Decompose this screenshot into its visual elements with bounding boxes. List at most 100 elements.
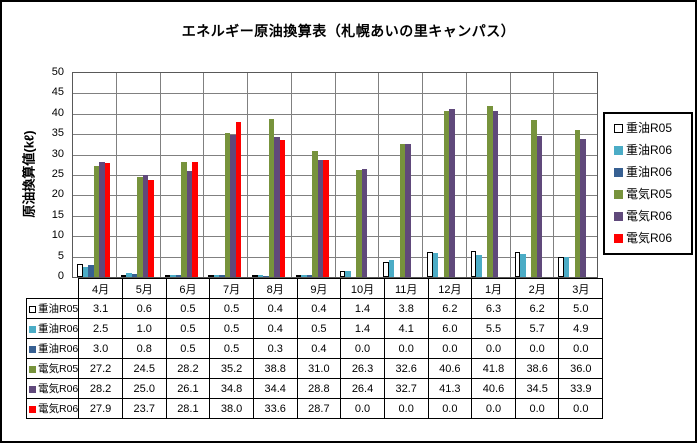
table-cell: 35.2 — [209, 358, 254, 379]
bar — [536, 136, 542, 277]
table-cell: 0.4 — [296, 298, 342, 319]
table-cell: 40.6 — [427, 358, 473, 379]
y-tick-label: 40 — [51, 106, 64, 119]
table-corner-cell — [27, 279, 79, 299]
legend-color-swatch — [614, 189, 623, 199]
bar — [181, 161, 187, 277]
table-cell: 33.9 — [558, 378, 604, 399]
month-header-cell: 3月 — [558, 278, 604, 299]
month-header-cell: 6月 — [165, 278, 211, 299]
table-cell: 38.0 — [209, 398, 254, 419]
bar — [514, 251, 520, 277]
table-cell: 0.0 — [427, 398, 473, 419]
table-cell: 33.6 — [252, 398, 298, 419]
bar — [306, 275, 313, 277]
legend-item: 電気R06 — [614, 209, 691, 223]
chart-title: エネルギー原油換算表（札幌あいの里キャンパス） — [181, 23, 516, 39]
row-label: 電気R06 — [25, 398, 80, 419]
bar — [531, 119, 537, 277]
legend-label: 重油R06 — [626, 165, 673, 180]
month-header-cell: 7月 — [209, 278, 254, 299]
bar — [164, 274, 170, 277]
table-cell: 28.8 — [296, 378, 342, 399]
bar — [170, 274, 176, 277]
table-cell: 34.5 — [514, 378, 560, 399]
bar — [104, 163, 110, 277]
series-color-swatch — [29, 306, 36, 313]
series-color-swatch — [29, 366, 36, 373]
legend-item: 電気R05 — [614, 186, 691, 201]
table-cell: 1.4 — [340, 298, 385, 319]
table-cell: 26.4 — [340, 378, 385, 399]
bar — [99, 161, 105, 277]
bar — [383, 261, 389, 277]
table-cell: 24.5 — [121, 358, 167, 379]
legend-label: 重油R05 — [626, 121, 673, 136]
bar — [317, 159, 324, 277]
table-cell: 0.4 — [296, 338, 342, 359]
table-cell: 27.9 — [78, 398, 123, 419]
table-cell: 34.8 — [209, 378, 254, 399]
table-cell: 28.2 — [78, 378, 123, 399]
series-color-swatch — [29, 386, 36, 393]
legend: 重油R05 重油R06 重油R06 電気R05 電気R06 電気R06 — [603, 112, 693, 255]
table-cell: 0.0 — [558, 338, 604, 359]
series-color-swatch — [29, 406, 36, 413]
table-row: 重油R06 3.0 0.8 0.5 0.5 0.3 0.4 0.0 0.0 0.0 0.0 0.0 0.… — [25, 338, 604, 359]
legend-color-swatch — [614, 124, 623, 134]
bar — [77, 264, 83, 277]
table-cell: 0.0 — [471, 338, 516, 359]
bar-group — [117, 73, 161, 277]
bar — [148, 180, 154, 277]
table-cell: 5.7 — [514, 318, 560, 339]
bar — [432, 252, 438, 277]
data-table: 4月 5月 6月 7月 8月 9月 10月 11月 12月 1月 2月 3月 重油R05 3.1 0.6 0.… — [25, 278, 604, 419]
table-cell: 0.8 — [121, 338, 167, 359]
table-cell: 0.6 — [121, 298, 167, 319]
legend-label: 電気R06 — [626, 230, 673, 245]
bar-group — [248, 73, 292, 277]
y-tick-label: 25 — [51, 168, 64, 180]
table-cell: 0.0 — [514, 338, 560, 359]
bar-group — [73, 73, 117, 277]
bar-groups — [73, 73, 597, 277]
row-label: 電気R06 — [25, 378, 80, 399]
table-cell: 31.0 — [296, 358, 342, 379]
table-cell: 38.6 — [514, 358, 560, 379]
legend-label: 電気R05 — [626, 186, 673, 201]
bar — [93, 166, 99, 277]
bar — [120, 274, 127, 277]
month-header-cell: 11月 — [383, 278, 429, 299]
bar-group — [467, 73, 511, 277]
bar-group — [511, 73, 555, 277]
month-header-cell: 9月 — [296, 278, 342, 299]
table-cell: 5.0 — [558, 298, 604, 319]
table-cell: 1.4 — [340, 318, 385, 339]
table-cell: 1.0 — [121, 318, 167, 339]
legend-item: 重油R05 — [614, 122, 691, 135]
month-header-cell: 8月 — [252, 278, 298, 299]
bar — [356, 169, 362, 277]
table-cell: 36.0 — [558, 358, 604, 379]
legend-color-swatch — [614, 168, 623, 178]
bar — [323, 159, 329, 277]
y-tick-label: 45 — [51, 86, 64, 99]
table-row: 電気R06 28.2 25.0 26.1 34.8 34.4 28.8 26.4 32.7 41.… — [25, 378, 604, 399]
legend-item: 重油R06 — [614, 144, 691, 157]
y-tick-label: 5 — [57, 249, 64, 262]
bar-group — [423, 73, 467, 277]
table-cell: 25.0 — [121, 378, 167, 399]
plot-area — [72, 72, 598, 278]
bar — [427, 251, 433, 277]
table-cell: 27.2 — [78, 358, 123, 379]
table-row: 電気R06 27.9 23.7 28.1 38.0 33.6 28.7 0.0 0.0 0.0 0.… — [25, 398, 604, 419]
bar-group — [161, 73, 205, 277]
bar — [558, 256, 564, 277]
bar — [405, 143, 411, 277]
table-cell: 6.0 — [427, 318, 473, 339]
bar-group — [204, 73, 248, 277]
table-cell: 41.8 — [471, 358, 516, 379]
bar — [476, 254, 482, 277]
legend-color-swatch — [614, 211, 623, 221]
